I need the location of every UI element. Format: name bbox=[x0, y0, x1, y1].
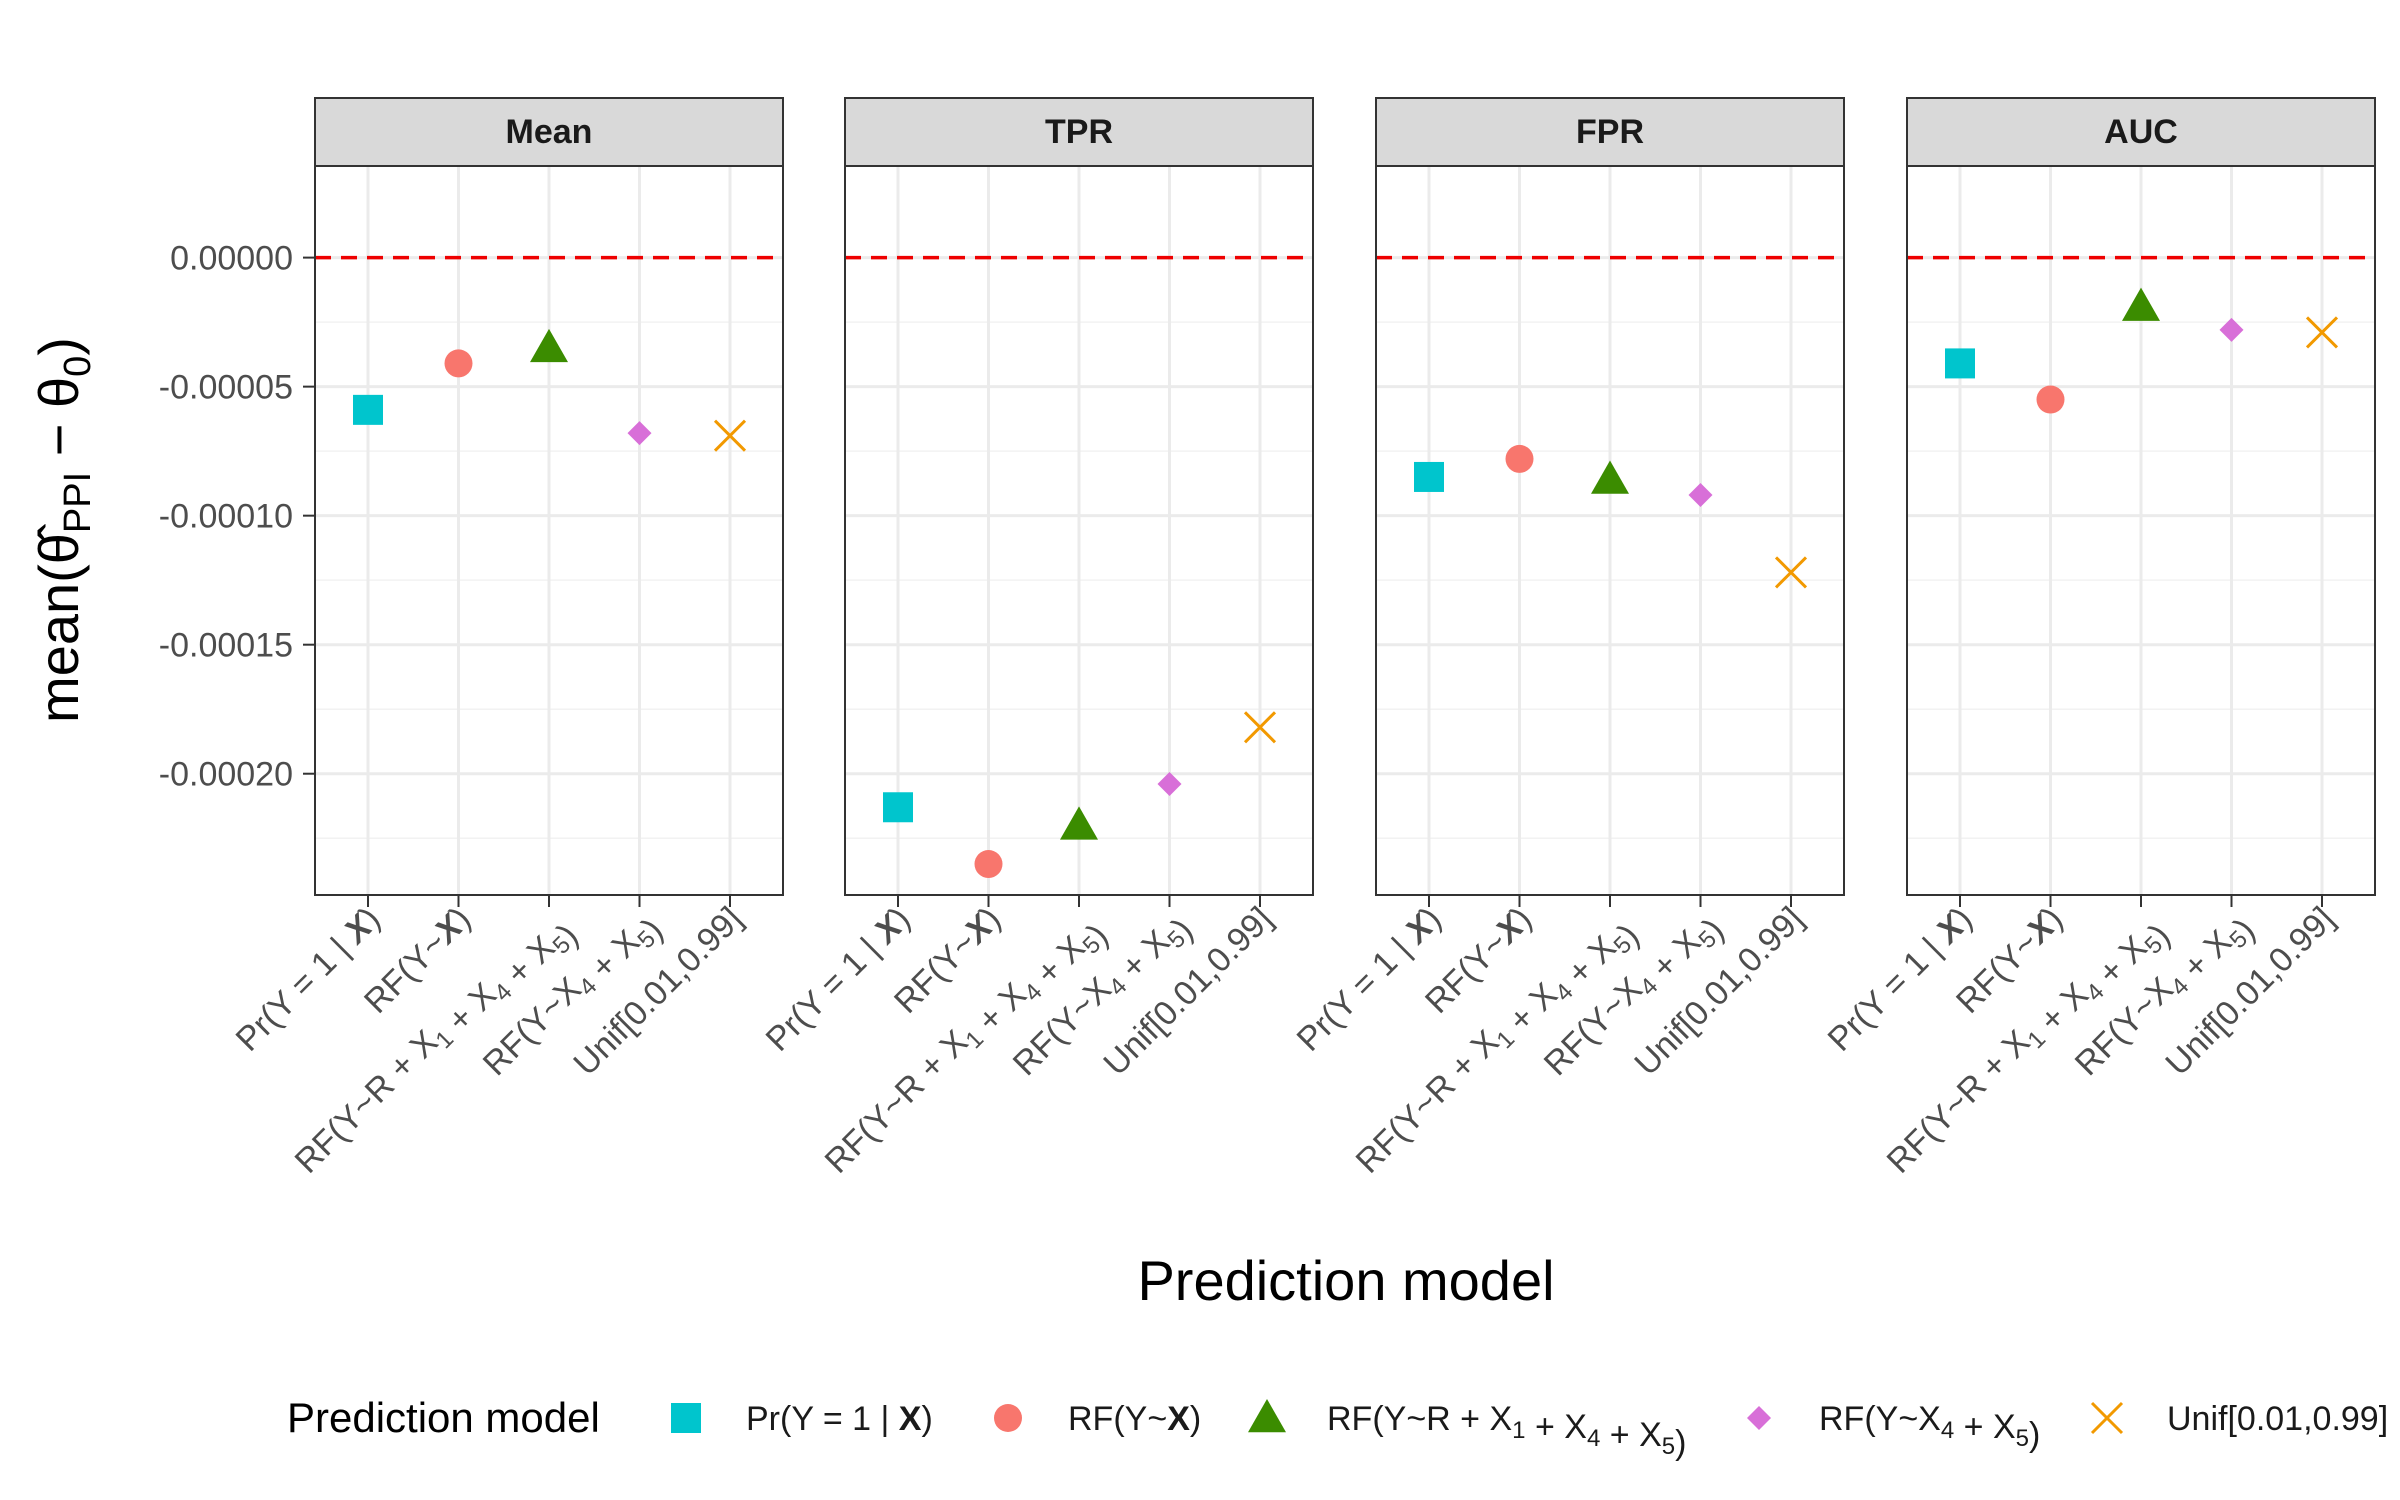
point-fpr-4 bbox=[1688, 483, 1713, 508]
legend-label: RF(Y~X4 + X5) bbox=[1819, 1400, 2040, 1454]
point-auc-2 bbox=[2036, 385, 2065, 414]
point-auc-4 bbox=[2219, 317, 2244, 342]
point-auc-1 bbox=[1945, 348, 1975, 379]
x-tick-label: Pr(Y = 1 | X) bbox=[229, 900, 388, 1059]
y-tick-label: -0.00010 bbox=[159, 498, 293, 536]
point-mean-1 bbox=[353, 394, 383, 425]
legend-key-square bbox=[671, 1403, 701, 1433]
point-fpr-1 bbox=[1414, 461, 1444, 492]
point-fpr-3 bbox=[1591, 460, 1629, 494]
legend-key-diamond bbox=[1747, 1406, 1771, 1430]
y-tick-label: 0.00000 bbox=[170, 240, 293, 278]
legend-label: Pr(Y = 1 | X) bbox=[746, 1400, 933, 1438]
point-tpr-2 bbox=[974, 850, 1003, 879]
point-fpr-2 bbox=[1505, 444, 1534, 473]
legend-key-circle bbox=[994, 1404, 1022, 1432]
point-mean-3 bbox=[530, 328, 568, 363]
y-axis-title: mean(θ̂PPI − θ0) bbox=[27, 337, 99, 723]
legend: Prediction model Pr(Y = 1 | X) RF(Y~X) RF(Y… bbox=[287, 1394, 2388, 1462]
strip-tpr bbox=[844, 97, 1314, 167]
point-auc-3 bbox=[2122, 287, 2160, 321]
y-tick-label: -0.00015 bbox=[159, 627, 293, 665]
x-tick-label: Pr(Y = 1 | X) bbox=[1821, 900, 1980, 1059]
legend-item-5: Unif[0.01,0.99] bbox=[2090, 1400, 2388, 1438]
strip-auc bbox=[1906, 97, 2376, 167]
x-tick-label: Pr(Y = 1 | X) bbox=[1290, 900, 1449, 1059]
x-tick-label: Pr(Y = 1 | X) bbox=[759, 900, 918, 1059]
y-tick-label: -0.00005 bbox=[159, 369, 293, 407]
legend-label: RF(Y~X) bbox=[1068, 1400, 1201, 1438]
legend-item-3: RF(Y~R + X1 + X4 + X5) bbox=[1248, 1399, 1686, 1462]
point-mean-4 bbox=[627, 421, 652, 446]
y-tick-label: -0.00020 bbox=[159, 756, 293, 794]
legend-title: Prediction model bbox=[287, 1394, 600, 1441]
point-fpr-5 bbox=[1774, 556, 1808, 589]
legend-item-4: RF(Y~X4 + X5) bbox=[1747, 1400, 2040, 1454]
strip-label: FPR bbox=[1576, 113, 1644, 151]
strip-mean bbox=[314, 97, 784, 167]
legend-item-2: RF(Y~X) bbox=[994, 1400, 1201, 1438]
strip-label: TPR bbox=[1045, 113, 1113, 151]
legend-key-cross bbox=[2090, 1401, 2124, 1435]
legend-label: RF(Y~R + X1 + X4 + X5) bbox=[1327, 1400, 1686, 1462]
point-tpr-5 bbox=[1243, 711, 1277, 744]
point-mean-2 bbox=[444, 349, 473, 378]
point-tpr-3 bbox=[1060, 806, 1098, 840]
point-mean-5 bbox=[713, 419, 747, 452]
legend-item-1: Pr(Y = 1 | X) bbox=[671, 1400, 933, 1438]
legend-label: Unif[0.01,0.99] bbox=[2167, 1400, 2388, 1438]
point-tpr-1 bbox=[883, 792, 913, 823]
strip-label: AUC bbox=[2104, 113, 2178, 151]
legend-key-triangle bbox=[1248, 1399, 1286, 1433]
x-axis-title: Prediction model bbox=[1137, 1249, 1554, 1312]
strip-label: Mean bbox=[506, 113, 593, 151]
strip-fpr bbox=[1375, 97, 1845, 167]
point-tpr-4 bbox=[1157, 772, 1182, 797]
point-auc-5 bbox=[2305, 316, 2339, 349]
